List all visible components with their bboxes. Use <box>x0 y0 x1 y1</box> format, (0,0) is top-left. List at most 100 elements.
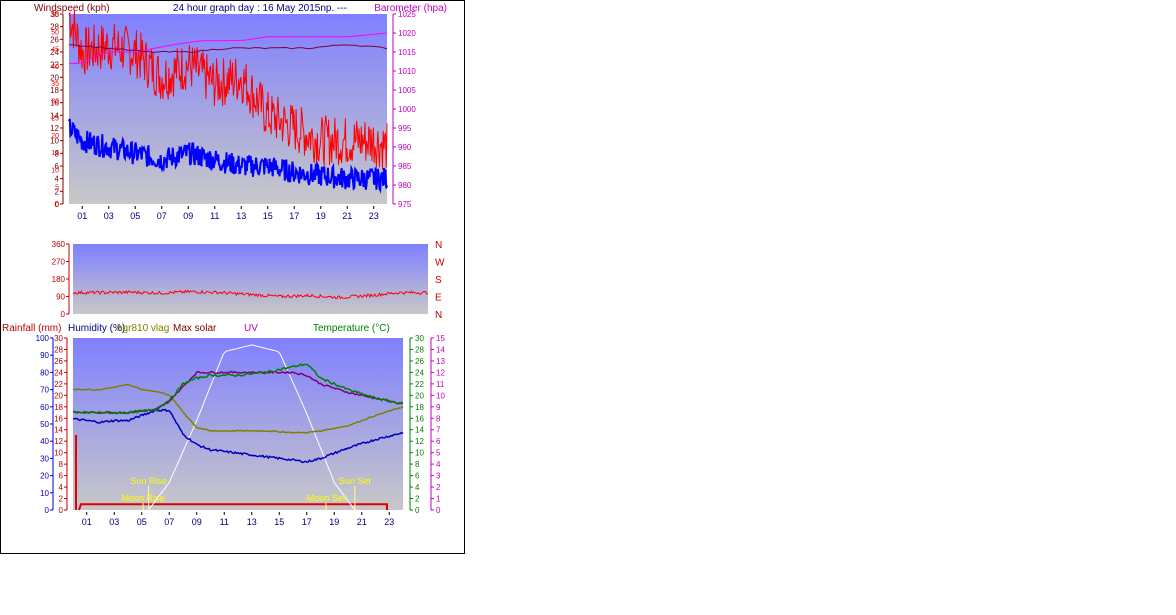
windspeed-axis-tick-label: 10 <box>50 137 59 146</box>
x-axis-1-tick-label: 21 <box>342 211 352 221</box>
humidity-axis-tick-label: 100 <box>36 334 50 343</box>
uv-axis-tick-label: 8 <box>436 414 441 423</box>
barometer-axis-tick-label: 1010 <box>398 67 416 76</box>
x-axis-1-tick-label: 01 <box>77 211 87 221</box>
barometer-axis-title: Barometer (hpa) <box>374 3 447 14</box>
barometer-axis-tick-label: 1005 <box>398 86 416 95</box>
rainfall-axis-tick-label: 18 <box>54 403 63 412</box>
uv-axis-tick-label: 10 <box>436 391 445 400</box>
barometer-axis-tick-label: 1015 <box>398 48 416 57</box>
rainfall-axis-tick-label: 20 <box>54 391 63 400</box>
humidity-axis-tick-label: 80 <box>40 368 49 377</box>
x-axis-1-tick-label: 11 <box>210 211 219 221</box>
windspeed-axis-tick-label: 28 <box>50 23 59 32</box>
winddir-plot-area <box>73 244 428 314</box>
compass-label: E <box>435 293 442 304</box>
rainfall-axis-tick-label: 30 <box>54 334 63 343</box>
rainfall-axis-tick-label: 28 <box>54 345 63 354</box>
humidity-axis-tick-label: 60 <box>40 403 49 412</box>
humidity-axis-tick-label: 40 <box>40 437 49 446</box>
barometer-axis-tick-label: 985 <box>398 162 412 171</box>
gust-series <box>68 9 388 170</box>
uv-axis-tick-label: 14 <box>436 345 445 354</box>
sun-rise-label: Sun Rise <box>130 476 167 486</box>
solar-series <box>72 383 404 434</box>
uv-axis-tick-label: 3 <box>436 472 441 481</box>
windspeed-axis-tick-label: 14 <box>50 111 59 120</box>
x-axis-3-tick-label: 05 <box>137 517 147 527</box>
temperature-series <box>72 363 404 415</box>
humidity-axis-tick-label: 50 <box>40 420 49 429</box>
gust-axis-tick-label: 50 <box>51 29 59 36</box>
temperature-axis-tick-label: 16 <box>415 414 424 423</box>
max-solar-axis-title: Max solar <box>173 323 217 334</box>
temperature-axis-tick-label: 8 <box>415 460 420 469</box>
rainfall-axis-tick-label: 10 <box>54 449 63 458</box>
temperature-axis-tick-label: 4 <box>415 483 420 492</box>
x-axis-1-tick-label: 07 <box>157 211 167 221</box>
moon-set-label: Moon Set <box>307 493 346 503</box>
humidity-axis-tick-label: 30 <box>40 454 49 463</box>
uv-axis-tick-label: 13 <box>436 357 445 366</box>
chart-title: 24 hour graph day : 16 May 2015np. --- <box>173 3 347 14</box>
temperature-axis-tick-label: 6 <box>415 472 420 481</box>
winddir-axis-tick-label: 360 <box>52 240 66 249</box>
x-axis-3-tick-label: 23 <box>384 517 394 527</box>
uv-axis-tick-label: 4 <box>436 460 441 469</box>
temperature-axis-tick-label: 0 <box>415 506 420 515</box>
windspeed-axis-tick-label: 2 <box>55 187 60 196</box>
windspeed-axis-tick-label: 20 <box>50 73 59 82</box>
windspeed-axis-tick-label: 0 <box>55 200 60 209</box>
temperature-axis-tick-label: 18 <box>415 403 424 412</box>
barometer-axis-tick-label: 975 <box>398 200 412 209</box>
windspeed-series <box>68 118 388 194</box>
gust-axis-tick-label: 40 <box>51 64 59 71</box>
humidity-axis-tick-label: 10 <box>40 489 49 498</box>
winddir-axis-tick-label: 0 <box>61 310 66 319</box>
uv-axis-tick-label: 9 <box>436 403 441 412</box>
temperature-axis-tick-label: 14 <box>415 426 424 435</box>
x-axis-3-tick-label: 11 <box>220 517 229 527</box>
gust-axis-tick-label: 35 <box>51 81 59 88</box>
windspeed-axis-tick-label: 30 <box>50 10 59 19</box>
barometer-axis-tick-label: 1000 <box>398 105 416 114</box>
windspeed-axis-tick-label: 18 <box>50 86 59 95</box>
rainfall-series <box>75 435 388 511</box>
uv-axis-tick-label: 15 <box>436 334 445 343</box>
temperature-axis-tick-label: 20 <box>415 391 424 400</box>
windspeed-axis-tick-label: 6 <box>55 162 60 171</box>
uv-axis-tick-label: 12 <box>436 368 445 377</box>
temperature-axis-tick-label: 22 <box>415 380 424 389</box>
x-axis-3-tick-label: 01 <box>82 517 92 527</box>
x-axis-1-tick-label: 19 <box>316 211 326 221</box>
windspeed-axis-tick-label: 26 <box>50 35 59 44</box>
solar-axis-title: hgr810 vlag <box>117 323 169 334</box>
barometer-axis-tick-label: 995 <box>398 124 412 133</box>
max-solar-series <box>148 344 356 511</box>
x-axis-1-tick-label: 15 <box>263 211 273 221</box>
gust-axis-tick-label: 25 <box>51 116 59 123</box>
temperature-axis-tick-label: 28 <box>415 345 424 354</box>
barometer-axis-tick-label: 1025 <box>398 10 416 19</box>
barometer-axis-tick-label: 980 <box>398 181 412 190</box>
humidity-axis-title: Humidity (%) <box>68 323 125 334</box>
rainfall-axis-tick-label: 6 <box>59 472 64 481</box>
windspeed-axis-tick-label: 24 <box>50 48 59 57</box>
weather-graphs: 0246810121416182022242628300510152025303… <box>2 3 447 527</box>
gust-axis-tick-label: 10 <box>51 167 59 174</box>
humidity-axis-tick-label: 70 <box>40 386 49 395</box>
temperature-axis-tick-label: 12 <box>415 437 424 446</box>
compass-label: S <box>435 275 442 286</box>
winddir-axis-tick-label: 180 <box>52 275 66 284</box>
temperature-axis-tick-label: 2 <box>415 495 420 504</box>
gust-axis-tick-label: 45 <box>51 47 59 54</box>
windspeed-axis-tick-label: 16 <box>50 99 59 108</box>
windspeed-axis-tick-label: 4 <box>55 175 60 184</box>
rainfall-axis-tick-label: 8 <box>59 460 64 469</box>
barometer-series <box>69 32 388 64</box>
uv-axis-tick-label: 5 <box>436 449 441 458</box>
rainfall-axis-tick-label: 16 <box>54 414 63 423</box>
gust-axis-tick-label: 30 <box>51 98 59 105</box>
temperature-axis-title: Temperature (°C) <box>313 323 390 334</box>
x-axis-3-tick-label: 21 <box>357 517 367 527</box>
